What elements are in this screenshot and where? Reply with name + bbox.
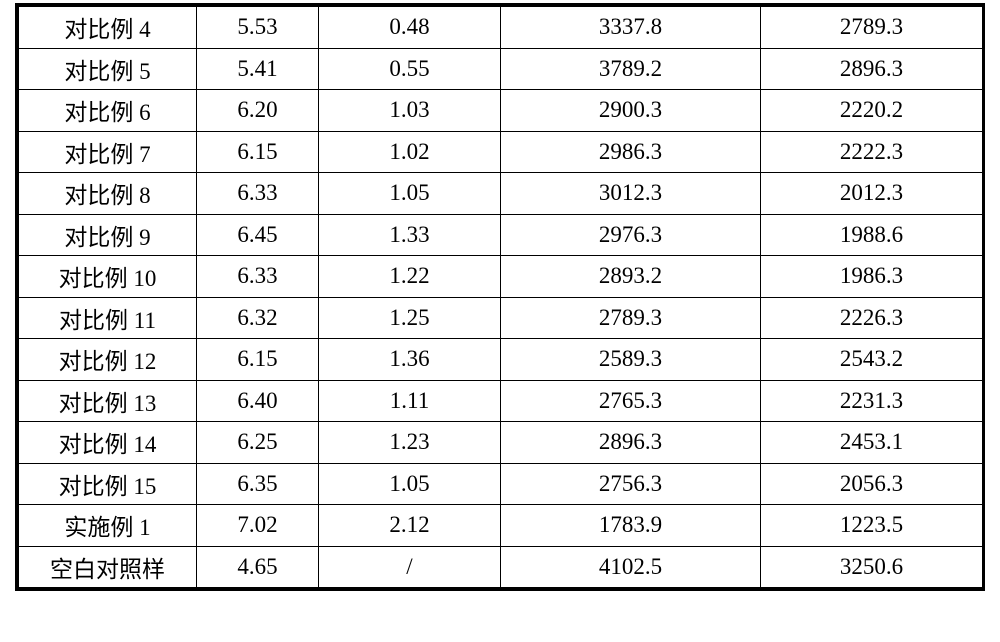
- table-row: 对比例 11 6.32 1.25 2789.3 2226.3: [19, 297, 983, 339]
- cell-value: 1.36: [319, 339, 501, 381]
- cell-value: 2765.3: [501, 380, 761, 422]
- table-outer-border: 对比例 4 5.53 0.48 3337.8 2789.3 对比例 5 5.41…: [15, 3, 985, 591]
- data-table: 对比例 4 5.53 0.48 3337.8 2789.3 对比例 5 5.41…: [18, 6, 983, 588]
- cell-value: 1.05: [319, 173, 501, 215]
- cell-label: 对比例 12: [19, 339, 197, 381]
- cell-label: 对比例 14: [19, 422, 197, 464]
- cell-value: 6.15: [197, 131, 319, 173]
- cell-value: 0.48: [319, 7, 501, 49]
- cell-value: 2222.3: [761, 131, 983, 173]
- cell-value: 1.22: [319, 256, 501, 298]
- cell-value: 7.02: [197, 505, 319, 547]
- cell-value: 2012.3: [761, 173, 983, 215]
- cell-value: 6.45: [197, 214, 319, 256]
- table-body: 对比例 4 5.53 0.48 3337.8 2789.3 对比例 5 5.41…: [19, 7, 983, 588]
- cell-value: 1.03: [319, 90, 501, 132]
- cell-value: 2.12: [319, 505, 501, 547]
- cell-value: 1986.3: [761, 256, 983, 298]
- cell-value: 1783.9: [501, 505, 761, 547]
- cell-value: 2056.3: [761, 463, 983, 505]
- cell-value: 3337.8: [501, 7, 761, 49]
- cell-value: 2976.3: [501, 214, 761, 256]
- cell-label: 对比例 5: [19, 48, 197, 90]
- cell-label: 对比例 15: [19, 463, 197, 505]
- table-row: 对比例 15 6.35 1.05 2756.3 2056.3: [19, 463, 983, 505]
- cell-value: 1223.5: [761, 505, 983, 547]
- table-row: 空白对照样 4.65 / 4102.5 3250.6: [19, 546, 983, 588]
- cell-value: 4.65: [197, 546, 319, 588]
- cell-value: 3789.2: [501, 48, 761, 90]
- cell-label: 对比例 11: [19, 297, 197, 339]
- cell-label: 对比例 7: [19, 131, 197, 173]
- cell-value: 6.20: [197, 90, 319, 132]
- cell-label: 实施例 1: [19, 505, 197, 547]
- cell-value: 6.25: [197, 422, 319, 464]
- table-row: 对比例 10 6.33 1.22 2893.2 1986.3: [19, 256, 983, 298]
- cell-value: 1988.6: [761, 214, 983, 256]
- cell-label: 对比例 4: [19, 7, 197, 49]
- cell-value: 1.23: [319, 422, 501, 464]
- cell-value: 3012.3: [501, 173, 761, 215]
- cell-value: 1.05: [319, 463, 501, 505]
- cell-value: 2896.3: [761, 48, 983, 90]
- cell-value: 4102.5: [501, 546, 761, 588]
- cell-value: 0.55: [319, 48, 501, 90]
- cell-value: 2453.1: [761, 422, 983, 464]
- cell-label: 对比例 10: [19, 256, 197, 298]
- cell-value: 2231.3: [761, 380, 983, 422]
- table-row: 对比例 14 6.25 1.23 2896.3 2453.1: [19, 422, 983, 464]
- cell-value: /: [319, 546, 501, 588]
- cell-value: 2789.3: [501, 297, 761, 339]
- cell-value: 1.25: [319, 297, 501, 339]
- cell-value: 1.02: [319, 131, 501, 173]
- cell-label: 对比例 6: [19, 90, 197, 132]
- cell-value: 2900.3: [501, 90, 761, 132]
- table-row: 对比例 12 6.15 1.36 2589.3 2543.2: [19, 339, 983, 381]
- table-row: 对比例 4 5.53 0.48 3337.8 2789.3: [19, 7, 983, 49]
- cell-value: 6.32: [197, 297, 319, 339]
- cell-value: 1.11: [319, 380, 501, 422]
- table-row: 对比例 7 6.15 1.02 2986.3 2222.3: [19, 131, 983, 173]
- cell-label: 对比例 13: [19, 380, 197, 422]
- cell-value: 5.41: [197, 48, 319, 90]
- table-row: 对比例 13 6.40 1.11 2765.3 2231.3: [19, 380, 983, 422]
- cell-value: 6.35: [197, 463, 319, 505]
- cell-value: 2220.2: [761, 90, 983, 132]
- table-row: 实施例 1 7.02 2.12 1783.9 1223.5: [19, 505, 983, 547]
- cell-value: 3250.6: [761, 546, 983, 588]
- cell-value: 5.53: [197, 7, 319, 49]
- cell-value: 1.33: [319, 214, 501, 256]
- table-row: 对比例 8 6.33 1.05 3012.3 2012.3: [19, 173, 983, 215]
- cell-value: 6.15: [197, 339, 319, 381]
- cell-value: 2789.3: [761, 7, 983, 49]
- cell-label: 对比例 8: [19, 173, 197, 215]
- cell-value: 2896.3: [501, 422, 761, 464]
- cell-value: 2893.2: [501, 256, 761, 298]
- table-container: 对比例 4 5.53 0.48 3337.8 2789.3 对比例 5 5.41…: [0, 3, 1000, 642]
- cell-value: 2543.2: [761, 339, 983, 381]
- cell-value: 2589.3: [501, 339, 761, 381]
- cell-value: 2986.3: [501, 131, 761, 173]
- cell-value: 6.33: [197, 173, 319, 215]
- table-row: 对比例 6 6.20 1.03 2900.3 2220.2: [19, 90, 983, 132]
- table-row: 对比例 5 5.41 0.55 3789.2 2896.3: [19, 48, 983, 90]
- cell-label: 对比例 9: [19, 214, 197, 256]
- cell-value: 2756.3: [501, 463, 761, 505]
- cell-value: 2226.3: [761, 297, 983, 339]
- cell-value: 6.40: [197, 380, 319, 422]
- cell-label: 空白对照样: [19, 546, 197, 588]
- table-row: 对比例 9 6.45 1.33 2976.3 1988.6: [19, 214, 983, 256]
- cell-value: 6.33: [197, 256, 319, 298]
